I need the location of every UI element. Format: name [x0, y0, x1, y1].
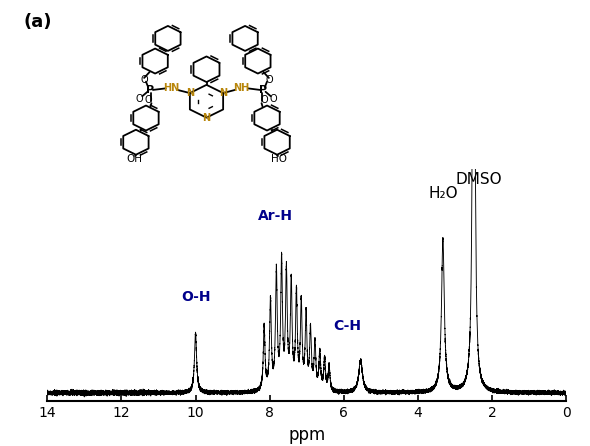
- Text: H₂O: H₂O: [428, 186, 458, 202]
- Text: NH: NH: [233, 83, 250, 93]
- Text: O-H: O-H: [181, 289, 210, 304]
- Text: HN: HN: [163, 83, 180, 93]
- Text: OH: OH: [126, 153, 142, 164]
- Text: (a): (a): [24, 13, 52, 31]
- Text: N: N: [186, 88, 194, 98]
- Text: HO: HO: [271, 153, 287, 164]
- Text: P: P: [146, 85, 153, 95]
- Text: O: O: [136, 94, 143, 103]
- Text: P: P: [260, 85, 267, 95]
- Text: C-H: C-H: [333, 319, 362, 333]
- Text: O: O: [265, 75, 273, 85]
- Text: N: N: [219, 88, 227, 98]
- Text: Ar-H: Ar-H: [258, 209, 293, 223]
- Text: O: O: [145, 95, 153, 105]
- Text: O: O: [270, 94, 277, 103]
- Text: O: O: [260, 95, 268, 105]
- Text: N: N: [202, 113, 211, 123]
- X-axis label: ppm: ppm: [288, 426, 326, 444]
- Text: O: O: [140, 75, 148, 85]
- Text: DMSO: DMSO: [456, 172, 503, 186]
